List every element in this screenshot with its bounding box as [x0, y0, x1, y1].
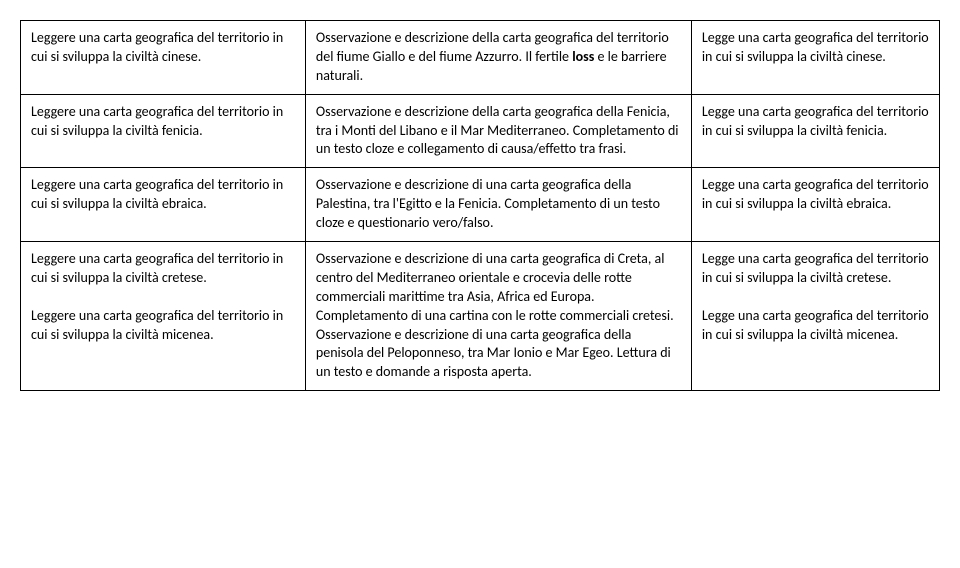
cell-outcome: Legge una carta geografica del territori… [691, 168, 939, 242]
cell-objective: Leggere una carta geografica del territo… [21, 168, 306, 242]
cell-outcome: Legge una carta geografica del territori… [691, 94, 939, 168]
activity-part-b: Osservazione e descrizione di una carta … [316, 326, 681, 383]
objective-part-a: Leggere una carta geografica del territo… [31, 250, 295, 288]
objective-part-b: Leggere una carta geografica del territo… [31, 307, 295, 345]
cell-objective: Leggere una carta geografica del territo… [21, 94, 306, 168]
cell-outcome: Legge una carta geografica del territori… [691, 242, 939, 391]
cell-activity: Osservazione e descrizione della carta g… [305, 94, 691, 168]
table-row: Leggere una carta geografica del territo… [21, 21, 940, 95]
outcome-part-b: Legge una carta geografica del territori… [702, 307, 929, 345]
activity-bold: loss [572, 48, 594, 65]
outcome-part-a: Legge una carta geografica del territori… [702, 250, 929, 288]
table-row: Leggere una carta geografica del territo… [21, 168, 940, 242]
activity-part-a: Osservazione e descrizione di una carta … [316, 250, 681, 326]
cell-outcome: Legge una carta geografica del territori… [691, 21, 939, 95]
table-row: Leggere una carta geografica del territo… [21, 242, 940, 391]
curriculum-table: Leggere una carta geografica del territo… [20, 20, 940, 391]
cell-objective: Leggere una carta geografica del territo… [21, 242, 306, 391]
cell-activity: Osservazione e descrizione della carta g… [305, 21, 691, 95]
cell-activity: Osservazione e descrizione di una carta … [305, 242, 691, 391]
cell-activity: Osservazione e descrizione di una carta … [305, 168, 691, 242]
cell-objective: Leggere una carta geografica del territo… [21, 21, 306, 95]
table-row: Leggere una carta geografica del territo… [21, 94, 940, 168]
